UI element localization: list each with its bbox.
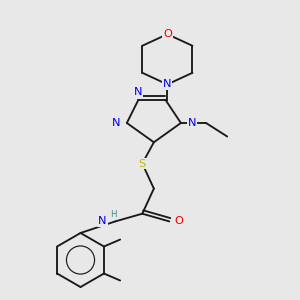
Text: O: O [174, 216, 183, 226]
Text: N: N [111, 118, 120, 128]
Text: N: N [188, 118, 196, 128]
Text: N: N [163, 80, 172, 89]
Text: H: H [110, 210, 117, 219]
Text: N: N [134, 87, 143, 97]
Text: O: O [163, 29, 172, 39]
Text: N: N [98, 216, 107, 226]
Text: S: S [139, 158, 146, 169]
